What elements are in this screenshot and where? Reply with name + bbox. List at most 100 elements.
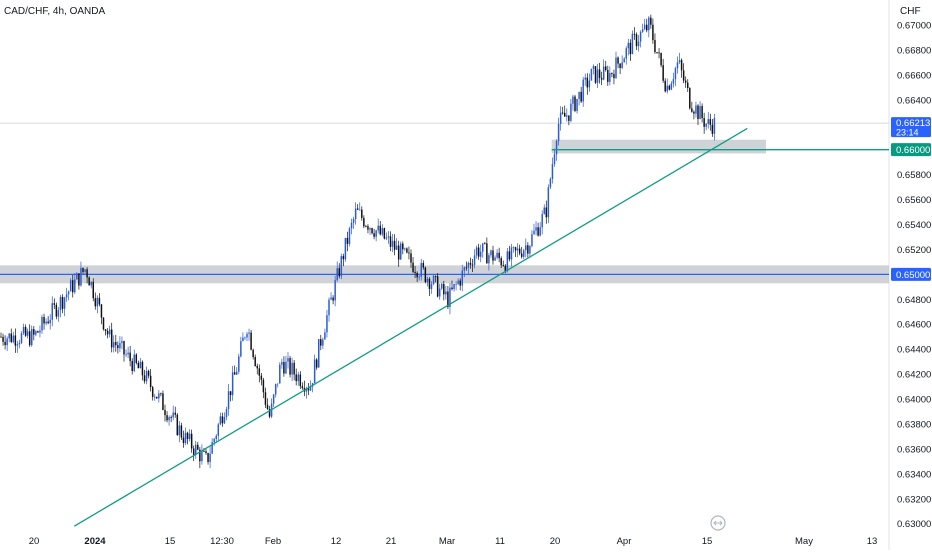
candle-body: [0, 336, 2, 338]
candle-body: [356, 208, 359, 210]
candle-body: [231, 372, 234, 396]
candle-body: [324, 332, 326, 340]
candle-body: [305, 388, 308, 392]
candle-body: [340, 256, 343, 277]
candle-body: [33, 329, 35, 335]
candle-body: [98, 297, 101, 305]
time-tick-label: 15: [702, 536, 713, 547]
candle-body: [113, 342, 115, 348]
candle-body: [346, 237, 349, 244]
candle-body: [41, 317, 43, 331]
candle-body: [266, 404, 269, 410]
candle-body: [377, 225, 379, 231]
candle-body: [199, 449, 201, 462]
candle-body: [443, 283, 445, 295]
candle-body: [609, 73, 611, 82]
candle-body: [330, 297, 332, 300]
candle-body: [586, 77, 589, 88]
candle-body: [229, 391, 232, 396]
price-tick-label: 0.66400: [897, 95, 931, 106]
candle-body: [74, 279, 76, 293]
candle-body: [463, 267, 466, 271]
candle-body: [57, 310, 60, 317]
candle-body: [600, 77, 603, 80]
candle-body: [37, 331, 39, 333]
candle-body: [494, 257, 496, 261]
candle-body: [84, 269, 86, 272]
price-tick-label: 0.63600: [897, 444, 931, 455]
candle-body: [436, 276, 439, 297]
candle-body: [705, 123, 707, 127]
candle-body: [219, 416, 222, 425]
candle-body: [31, 329, 33, 346]
candle-body: [670, 83, 673, 90]
candle-body: [361, 209, 363, 218]
candle-body: [664, 80, 666, 92]
candle-body: [617, 57, 619, 64]
goto-realtime-icon[interactable]: [710, 515, 726, 531]
candle-body: [289, 358, 291, 375]
candle-body: [395, 245, 398, 250]
candle-body: [72, 280, 74, 293]
candle-body: [104, 329, 107, 331]
candle-body: [2, 336, 4, 342]
candle-body: [393, 240, 396, 250]
time-tick-label: 21: [386, 536, 397, 547]
candle-body: [703, 118, 705, 127]
candle-body: [192, 448, 195, 455]
price-tick-label: 0.64000: [897, 395, 931, 406]
candle-body: [10, 333, 12, 342]
candle-body: [455, 283, 457, 285]
candle-body: [410, 253, 412, 263]
candle-body: [656, 52, 658, 53]
candle-body: [363, 217, 365, 227]
candle-body: [297, 374, 299, 382]
candle-body: [215, 435, 217, 439]
candle-body: [666, 85, 668, 92]
candle-body: [250, 332, 252, 350]
candle-body: [88, 277, 90, 286]
candle-body: [502, 265, 504, 267]
candle-body: [283, 362, 285, 374]
candle-body: [500, 258, 502, 266]
price-tick-label: 0.67000: [897, 21, 931, 32]
candle-body: [578, 91, 580, 99]
candle-body: [434, 275, 437, 277]
candle-body: [695, 105, 697, 114]
candle-body: [348, 228, 351, 244]
candle-body: [486, 243, 488, 264]
time-axis[interactable]: 20 2024 15 12:30 Feb 12 21 Mar 11 20 Apr 15 May 13: [29, 536, 878, 547]
candle-body: [527, 245, 529, 254]
candle-body: [133, 354, 135, 372]
candle-body: [334, 280, 336, 301]
candle-body: [158, 393, 160, 399]
candle-body: [164, 410, 166, 416]
candle-body: [26, 331, 29, 336]
price-tick-label: 0.65600: [897, 195, 931, 206]
candle-body: [631, 33, 634, 55]
candle-body: [391, 240, 394, 247]
candle-body: [125, 354, 127, 356]
candle-body: [549, 178, 552, 188]
candle-body: [613, 73, 615, 79]
candle-body: [572, 96, 574, 104]
candle-body: [375, 230, 377, 237]
countdown-label: 23:14: [896, 128, 919, 138]
candle-body: [320, 339, 322, 346]
candle-body: [557, 123, 560, 142]
overlays: [73, 127, 889, 527]
candle-body: [63, 297, 66, 309]
candle-body: [264, 392, 267, 405]
candle-body: [354, 208, 357, 219]
candle-body: [400, 243, 402, 260]
candle-body: [381, 228, 384, 235]
price-tick-label: 0.63800: [897, 419, 931, 430]
candle-body: [457, 280, 459, 284]
candle-body: [373, 233, 375, 237]
candle-body: [689, 88, 691, 109]
candle-body: [598, 69, 601, 78]
candle-body: [242, 337, 244, 342]
candle-body: [590, 68, 593, 81]
